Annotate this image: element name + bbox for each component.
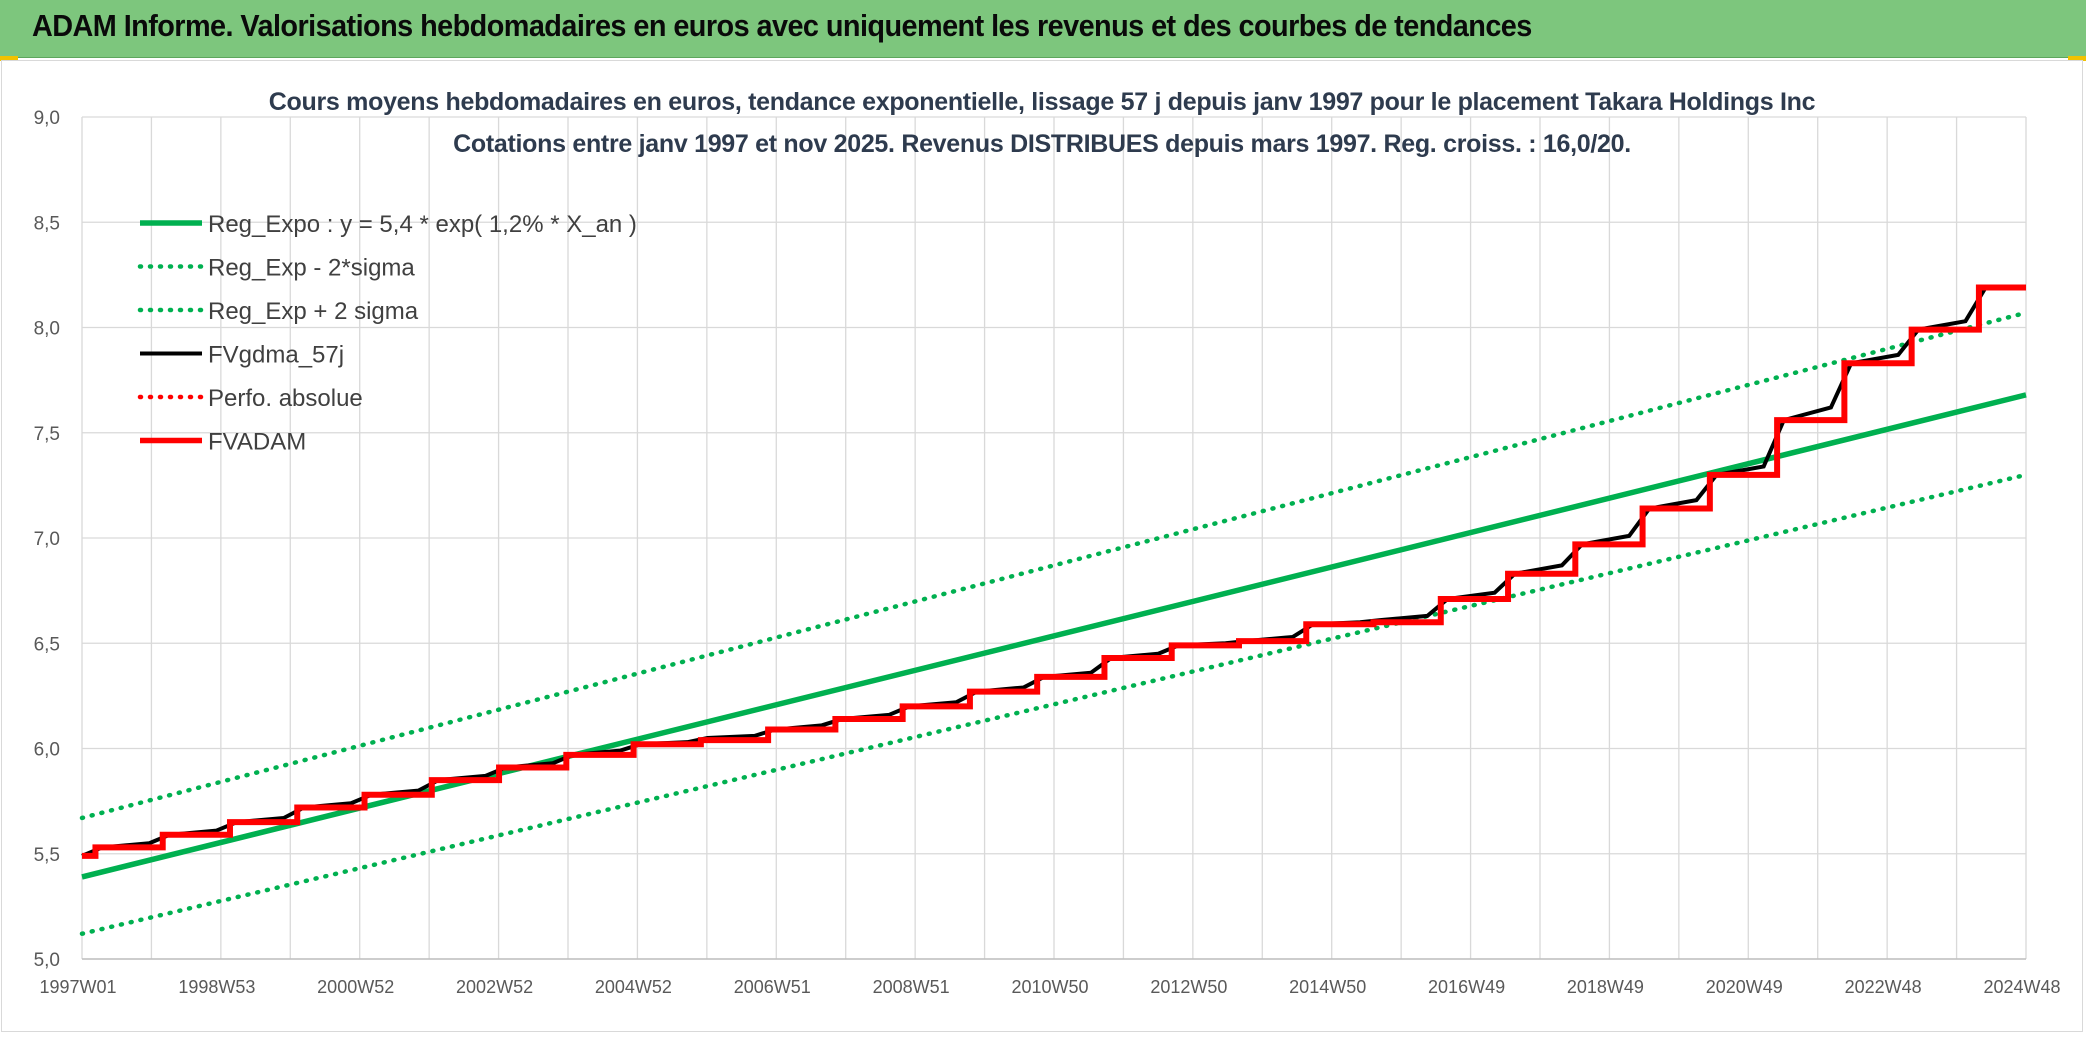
legend-label: FVADAM — [208, 429, 306, 456]
y-tick-label: 5,0 — [34, 950, 60, 971]
chart-title: Cours moyens hebdomadaires en euros, ten… — [268, 88, 1816, 116]
series-line-5 — [82, 284, 2026, 859]
corner-mark-top-left — [0, 56, 18, 61]
legend-label: Reg_Exp + 2 sigma — [208, 298, 419, 325]
x-tick-label: 2022W48 — [1845, 977, 1922, 997]
y-tick-label: 9,0 — [34, 108, 60, 129]
y-tick-label: 8,0 — [34, 319, 60, 340]
report-title: ADAM Informe. Valorisations hebdomadaire… — [32, 8, 1532, 43]
y-tick-label: 8,5 — [34, 213, 60, 234]
x-tick-label: 2014W50 — [1289, 977, 1366, 997]
x-tick-label: 2018W49 — [1567, 977, 1644, 997]
legend: Reg_Expo : y = 5,4 * exp( 1,2% * X_an ) R… — [137, 211, 637, 456]
x-tick-label: 2006W51 — [734, 977, 811, 997]
x-tick-label: 2012W50 — [1150, 977, 1227, 997]
chart-subtitle: Cotations entre janv 1997 et nov 2025. R… — [453, 130, 1631, 158]
legend-label: FVgdma_57j — [208, 342, 344, 369]
legend-label: Reg_Expo : y = 5,4 * exp( 1,2% * X_an ) — [208, 211, 637, 238]
y-tick-label: 7,5 — [34, 424, 60, 445]
legend-label: Perfo. absolue — [208, 385, 363, 412]
y-tick-label: 5,5 — [34, 845, 60, 866]
x-tick-label: 2000W52 — [317, 977, 394, 997]
y-tick-label: 7,0 — [34, 529, 60, 550]
x-tick-label: 2020W49 — [1706, 977, 1783, 997]
grid-lines — [81, 116, 2027, 960]
y-tick-label: 6,0 — [34, 740, 60, 761]
report-banner: ADAM Informe. Valorisations hebdomadaire… — [0, 0, 2086, 58]
x-tick-label: 2016W49 — [1428, 977, 1505, 997]
axes: 5,0 5,5 6,0 6,5 7,0 7,5 8,0 8,5 9,0 1997W01 1998W5… — [34, 108, 2061, 997]
x-tick-label: 2004W52 — [595, 977, 672, 997]
y-tick-label: 6,5 — [34, 634, 60, 655]
corner-mark-top-right — [2068, 56, 2086, 61]
series-layer — [79, 284, 2029, 936]
x-tick-label: 1997W01 — [39, 977, 116, 997]
series-line-1 — [79, 472, 2029, 936]
x-tick-label: 2010W50 — [1011, 977, 1088, 997]
legend-label: Reg_Exp - 2*sigma — [208, 255, 415, 282]
x-tick-label: 2002W52 — [456, 977, 533, 997]
x-tick-label: 2008W51 — [873, 977, 950, 997]
x-tick-label: 1998W53 — [178, 977, 255, 997]
x-tick-label: 2024W48 — [1983, 977, 2060, 997]
